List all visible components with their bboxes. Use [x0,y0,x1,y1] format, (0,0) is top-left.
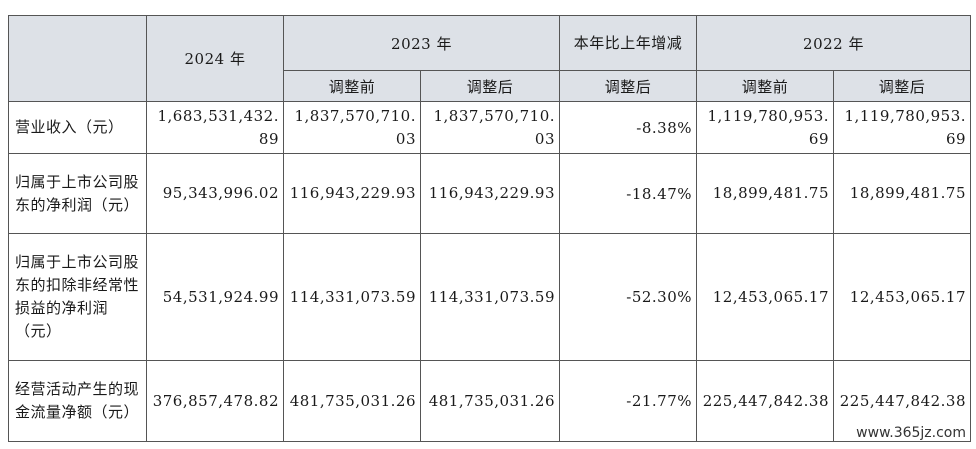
header-2023: 2023 年 [282,15,561,71]
cell-2022-before: 12,453,065.17 [696,233,835,361]
cell-change: -8.38% [559,101,698,154]
header-2022-after: 调整后 [833,70,972,102]
cell-2022-before: 225,447,842.38 [696,360,835,442]
cell-2024: 95,343,996.02 [146,153,284,234]
cell-2023-after: 481,735,031.26 [419,360,561,442]
table-row: 归属于上市公司股东的扣除非经常性损益的净利润（元） 54,531,924.99 … [8,233,972,361]
cell-change: -21.77% [559,360,698,442]
table-row: 营业收入（元） 1,683,531,432.89 1,837,570,710.0… [8,101,972,154]
cell-change: -52.30% [559,233,698,361]
cell-2023-after: 1,837,570,710.03 [419,101,561,154]
cell-2024: 54,531,924.99 [146,233,284,361]
cell-2022-after: 12,453,065.17 [833,233,972,361]
cell-2023-after: 116,943,229.93 [419,153,561,234]
header-2023-before: 调整前 [283,70,421,102]
financial-table: 2024 年 2023 年 本年比上年增减 2022 年 调整前 调整后 调整后… [8,15,972,442]
header-row-2: 调整前 调整后 调整后 调整前 调整后 [9,70,972,102]
row-label: 归属于上市公司股东的扣除非经常性损益的净利润（元） [8,233,147,361]
cell-2022-before: 18,899,481.75 [696,153,835,234]
header-row-1: 2024 年 2023 年 本年比上年增减 2022 年 [8,15,972,102]
header-2024: 2024 年 [146,15,284,102]
row-label: 营业收入（元） [8,101,147,154]
cell-2023-before: 1,837,570,710.03 [283,101,421,154]
header-change-after: 调整后 [559,70,698,102]
cell-2022-before: 1,119,780,953.69 [696,101,835,154]
header-change: 本年比上年增减 [559,15,698,71]
table-row: 经营活动产生的现金流量净额（元） 376,857,478.82 481,735,… [8,360,972,442]
cell-change: -18.47% [559,153,698,234]
cell-2022-after: 18,899,481.75 [833,153,972,234]
header-empty-cell [8,15,147,102]
cell-2023-before: 481,735,031.26 [283,360,421,442]
watermark: www.365jz.com [854,425,968,441]
cell-2023-before: 114,331,073.59 [283,233,421,361]
header-2022: 2022 年 [696,15,972,71]
cell-2023-before: 116,943,229.93 [283,153,421,234]
row-label: 归属于上市公司股东的净利润（元） [8,153,147,234]
cell-2024: 1,683,531,432.89 [146,101,284,154]
header-2023-after: 调整后 [419,70,561,102]
table-row: 归属于上市公司股东的净利润（元） 95,343,996.02 116,943,2… [8,153,972,234]
row-label: 经营活动产生的现金流量净额（元） [8,360,147,442]
header-2022-before: 调整前 [696,70,835,102]
cell-2022-after: 1,119,780,953.69 [833,101,972,154]
cell-2024: 376,857,478.82 [146,360,284,442]
cell-2023-after: 114,331,073.59 [419,233,561,361]
